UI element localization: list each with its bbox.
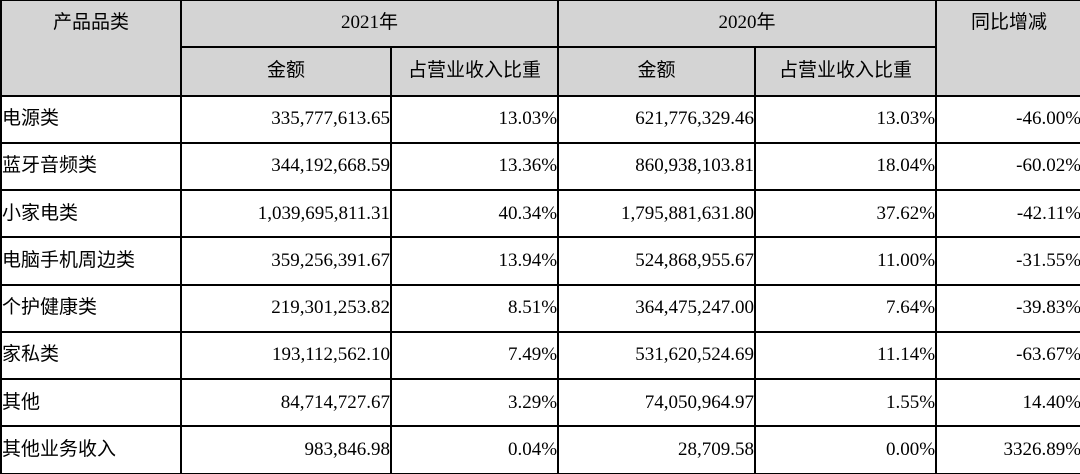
amount-2020-cell: 74,050,964.97 (557, 377, 757, 428)
product-category-cell: 蓝牙音频类 (0, 141, 182, 192)
table-row: 电脑手机周边类 359,256,391.67 13.94% 524,868,95… (0, 236, 1080, 286)
ratio-2020-cell: 13.03% (754, 94, 938, 144)
product-category-cell: 电源类 (0, 94, 182, 144)
product-category-cell: 家私类 (0, 330, 182, 381)
yoy-cell: -39.83% (935, 283, 1080, 333)
amount-2021-cell: 335,777,613.65 (180, 94, 392, 144)
ratio-2021-cell: 0.04% (389, 425, 560, 474)
ratio-2020-cell: 37.62% (754, 188, 938, 239)
table-row: 小家电类 1,039,695,811.31 40.34% 1,795,881,6… (0, 188, 1080, 239)
amount-2020-cell: 524,868,955.67 (557, 236, 757, 286)
ratio-2021-cell: 13.94% (389, 236, 560, 286)
table-row: 家私类 193,112,562.10 7.49% 531,620,524.69 … (0, 330, 1080, 381)
table-body: 电源类 335,777,613.65 13.03% 621,776,329.46… (0, 94, 1080, 474)
amount-2021-cell: 219,301,253.82 (180, 283, 392, 333)
header-ratio-2020: 占营业收入比重 (754, 45, 937, 97)
amount-2020-cell: 364,475,247.00 (557, 283, 757, 333)
amount-2021-cell: 1,039,695,811.31 (180, 188, 392, 239)
amount-2021-cell: 983,846.98 (180, 425, 392, 474)
table-row: 蓝牙音频类 344,192,668.59 13.36% 860,938,103.… (0, 141, 1080, 192)
yoy-cell: -60.02% (935, 141, 1080, 192)
product-category-cell: 其他业务收入 (0, 425, 182, 474)
amount-2020-cell: 1,795,881,631.80 (557, 188, 757, 239)
product-category-cell: 其他 (0, 377, 182, 428)
yoy-cell: -46.00% (935, 94, 1080, 144)
ratio-2020-cell: 11.00% (754, 236, 938, 286)
amount-2020-cell: 28,709.58 (557, 425, 757, 474)
product-category-cell: 个护健康类 (0, 283, 182, 333)
header-product-category: 产品品类 (0, 0, 182, 97)
table-row: 其他业务收入 983,846.98 0.04% 28,709.58 0.00% … (0, 425, 1080, 474)
ratio-2021-cell: 13.36% (389, 141, 560, 192)
header-row-measures: 金额 占营业收入比重 金额 占营业收入比重 (1, 45, 1080, 97)
header-amount-2021: 金额 (180, 45, 392, 97)
header-ratio-2021: 占营业收入比重 (389, 45, 560, 97)
amount-2021-cell: 193,112,562.10 (180, 330, 392, 381)
table-row: 个护健康类 219,301,253.82 8.51% 364,475,247.0… (0, 283, 1080, 333)
header-row-years: 产品品类 2021年 2020年 同比增减 (0, 0, 1080, 97)
amount-2020-cell: 621,776,329.46 (557, 94, 757, 144)
header-yoy-change: 同比增减 (935, 0, 1080, 97)
ratio-2020-cell: 1.55% (754, 377, 938, 428)
yoy-cell: -63.67% (935, 330, 1080, 381)
yoy-cell: -42.11% (935, 188, 1080, 239)
ratio-2021-cell: 8.51% (389, 283, 560, 333)
amount-2021-cell: 359,256,391.67 (180, 236, 392, 286)
ratio-2021-cell: 13.03% (389, 94, 560, 144)
ratio-2020-cell: 18.04% (754, 141, 938, 192)
product-category-cell: 小家电类 (0, 188, 182, 239)
table-row: 电源类 335,777,613.65 13.03% 621,776,329.46… (0, 94, 1080, 144)
amount-2021-cell: 84,714,727.67 (180, 377, 392, 428)
table-header: 产品品类 2021年 2020年 同比增减 金额 占营业收入比重 金额 占营业收… (0, 0, 1080, 97)
yoy-cell: 3326.89% (935, 425, 1080, 474)
ratio-2021-cell: 7.49% (389, 330, 560, 381)
ratio-2020-cell: 0.00% (754, 425, 938, 474)
header-amount-2020: 金额 (557, 45, 757, 97)
amount-2021-cell: 344,192,668.59 (180, 141, 392, 192)
product-category-cell: 电脑手机周边类 (0, 236, 182, 286)
amount-2020-cell: 531,620,524.69 (557, 330, 757, 381)
yoy-cell: 14.40% (935, 377, 1080, 428)
table-row: 其他 84,714,727.67 3.29% 74,050,964.97 1.5… (0, 377, 1080, 428)
ratio-2021-cell: 40.34% (389, 188, 560, 239)
ratio-2020-cell: 7.64% (754, 283, 938, 333)
yoy-cell: -31.55% (935, 236, 1080, 286)
header-year-2020: 2020年 (557, 0, 938, 48)
ratio-2020-cell: 11.14% (754, 330, 938, 381)
ratio-2021-cell: 3.29% (389, 377, 560, 428)
header-year-2021: 2021年 (179, 0, 560, 48)
amount-2020-cell: 860,938,103.81 (557, 141, 757, 192)
